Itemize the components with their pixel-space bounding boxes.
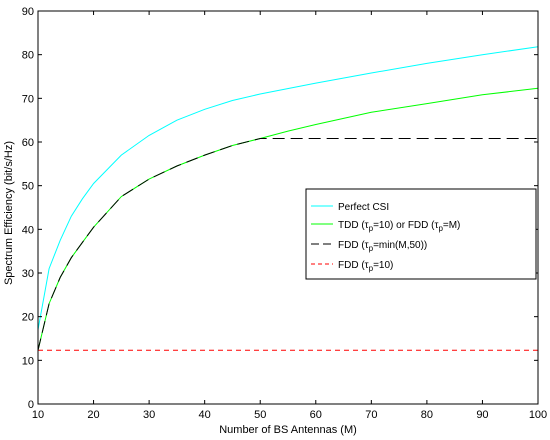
x-tick-label: 100 xyxy=(529,409,547,421)
y-tick-label: 80 xyxy=(22,50,34,62)
y-tick-label: 50 xyxy=(22,181,34,193)
x-tick-label: 30 xyxy=(143,409,155,421)
y-axis-label: Spectrum Efficiency (bit/s/Hz) xyxy=(3,141,15,285)
legend-entry-3: FDD (τp=min(M,50)) xyxy=(338,240,427,253)
plot-frame xyxy=(37,10,539,405)
x-tick-label: 50 xyxy=(254,409,266,421)
y-tick-label: 60 xyxy=(22,137,34,149)
y-tick-label: 0 xyxy=(28,399,34,411)
y-tick-label: 20 xyxy=(22,312,34,324)
x-tick-label: 70 xyxy=(365,409,377,421)
y-tick-label: 90 xyxy=(22,6,34,18)
y-tick-label: 30 xyxy=(22,268,34,280)
y-tick-label: 70 xyxy=(22,93,34,105)
y-tick-label: 40 xyxy=(22,224,34,236)
x-tick-label: 40 xyxy=(199,409,211,421)
x-tick-label: 80 xyxy=(421,409,433,421)
legend-box xyxy=(305,188,537,280)
legend-entry-2: TDD (τp=10) or FDD (τp=M) xyxy=(338,220,460,233)
x-axis-label: Number of BS Antennas (M) xyxy=(219,424,357,436)
series-line-1 xyxy=(37,46,539,330)
legend: Perfect CSI TDD (τp=10) or FDD (τp=M) FDD … xyxy=(305,188,537,280)
legend-entry-4: FDD (τp=10) xyxy=(338,260,393,273)
x-tick-label: 10 xyxy=(32,409,44,421)
x-tick-label: 90 xyxy=(476,409,488,421)
y-tick-label: 10 xyxy=(22,355,34,367)
x-tick-label: 20 xyxy=(87,409,99,421)
legend-entry-1: Perfect CSI xyxy=(338,202,389,213)
series-line-3 xyxy=(37,138,538,351)
x-tick-label: 60 xyxy=(310,409,322,421)
